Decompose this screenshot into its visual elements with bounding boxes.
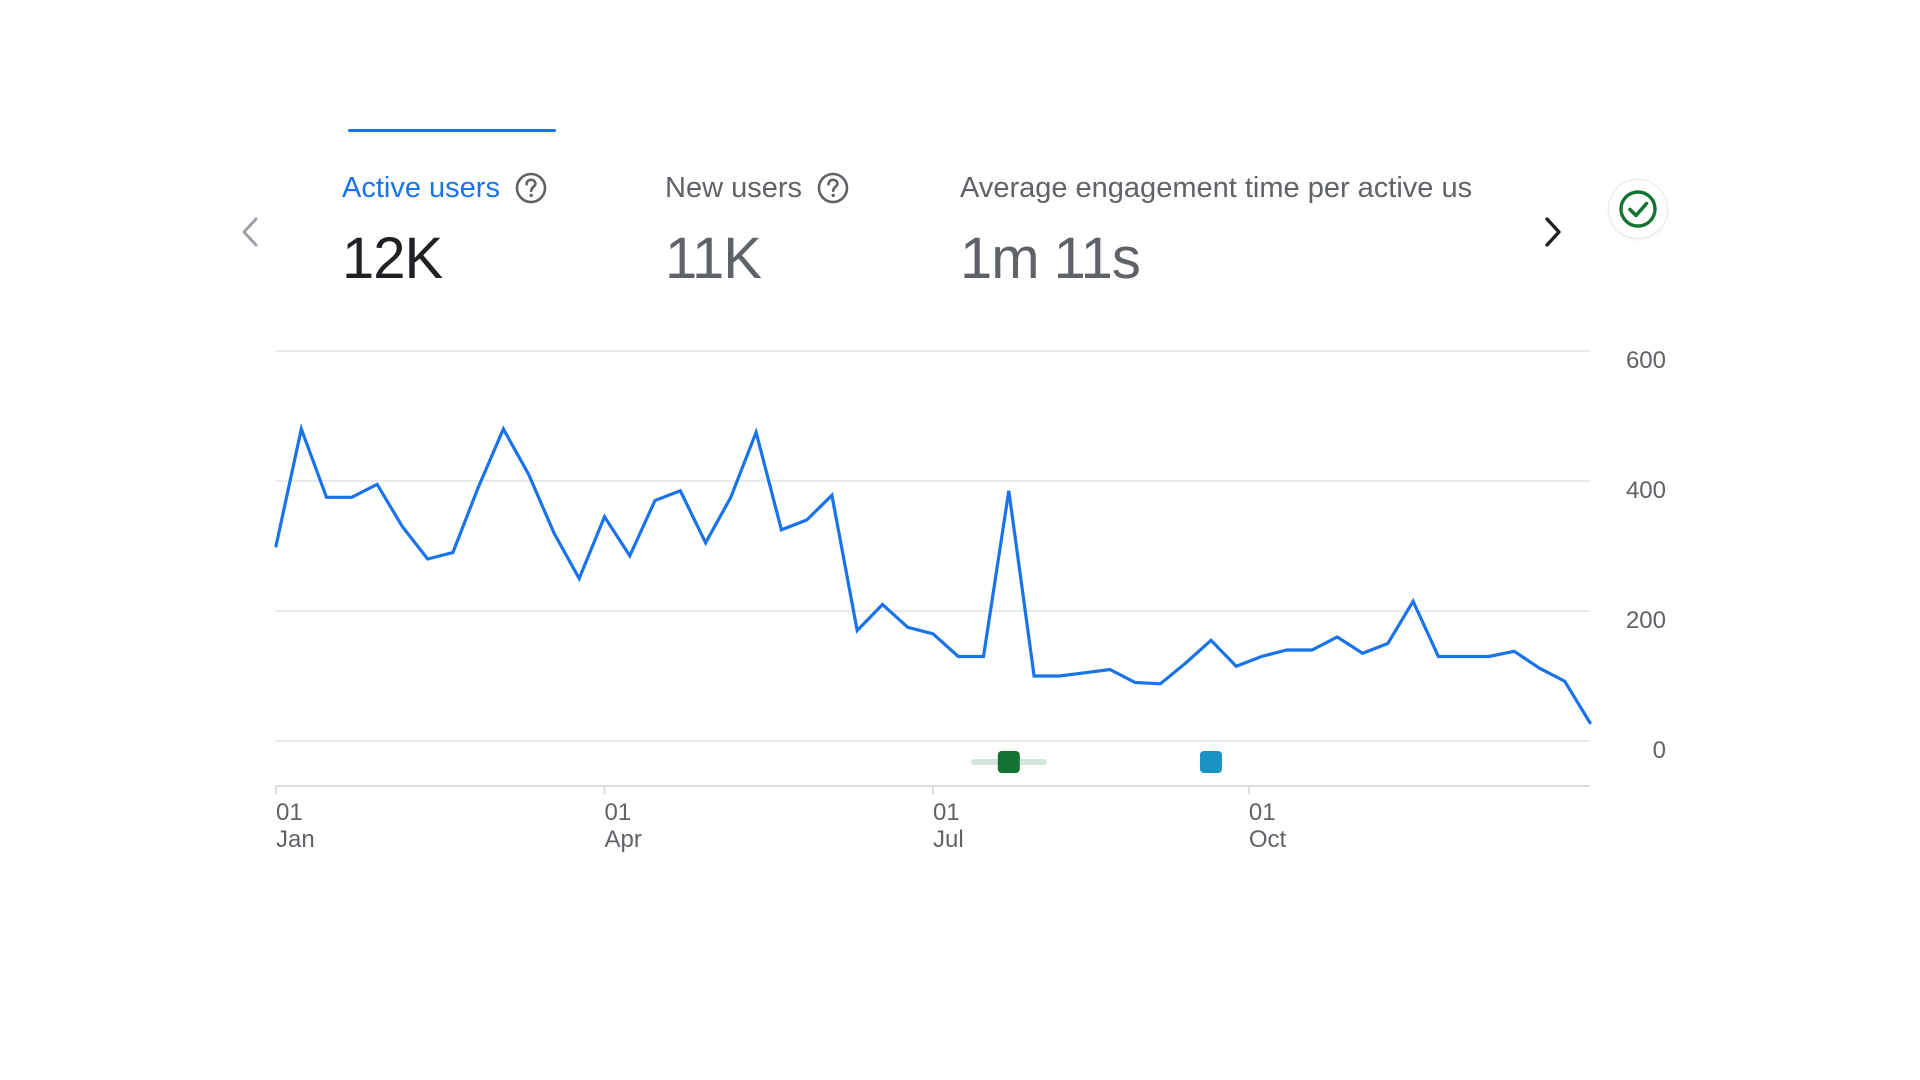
data-point	[1432, 651, 1444, 663]
data-point	[1256, 651, 1268, 663]
data-point	[1230, 660, 1242, 672]
metric-value: 11K	[665, 226, 762, 291]
metric-label: Active users	[342, 171, 500, 204]
data-point	[548, 527, 560, 539]
y-tick-label: 600	[1626, 347, 1666, 374]
data-point	[952, 651, 964, 663]
x-tick-label-month: Apr	[605, 826, 642, 853]
data-point	[1533, 662, 1545, 674]
x-tick-label-month: Oct	[1249, 826, 1287, 853]
y-tick-label: 400	[1626, 477, 1666, 504]
data-point	[523, 469, 535, 481]
metric-value: 12K	[342, 226, 443, 291]
data-point	[1331, 631, 1343, 643]
data-point	[1180, 657, 1192, 669]
data-point	[775, 524, 787, 536]
data-point	[270, 540, 282, 552]
data-point	[876, 599, 888, 611]
annotation-marker	[1199, 751, 1222, 773]
data-point	[1483, 651, 1495, 663]
data-point	[624, 550, 636, 562]
x-tick-label-day: 01	[1249, 799, 1276, 826]
data-point	[1584, 717, 1596, 729]
data-point	[1028, 670, 1040, 682]
data-point	[750, 426, 762, 438]
chevron-right-icon[interactable]	[1533, 208, 1573, 256]
active-tab-indicator	[348, 129, 556, 132]
data-point	[472, 482, 484, 494]
check-circle-icon[interactable]	[1609, 180, 1667, 238]
y-tick-label: 200	[1626, 607, 1666, 634]
data-point	[700, 537, 712, 549]
data-point	[851, 625, 863, 637]
help-circle-icon[interactable]	[816, 171, 850, 205]
y-tick-label: 0	[1653, 737, 1666, 764]
data-point	[346, 491, 358, 503]
data-point	[902, 621, 914, 633]
metric-tab-active-users[interactable]: Active users 12K	[342, 168, 548, 288]
data-point	[826, 489, 838, 501]
data-point	[1306, 644, 1318, 656]
metric-tab-new-users[interactable]: New users 11K	[665, 168, 850, 288]
metric-label: Average engagement time per active us	[960, 171, 1473, 204]
data-point	[1003, 485, 1015, 497]
x-tick-label-month: Jan	[276, 826, 315, 853]
data-point	[295, 423, 307, 435]
data-point	[599, 511, 611, 523]
data-point	[1382, 638, 1394, 650]
data-point	[1559, 675, 1571, 687]
active-users-series-line	[274, 423, 1592, 725]
data-point	[1154, 678, 1166, 690]
data-point	[1129, 677, 1141, 689]
data-point	[371, 478, 383, 490]
x-tick-label-day: 01	[605, 799, 632, 826]
metric-label: New users	[665, 171, 802, 204]
data-point	[725, 491, 737, 503]
x-tick-label-month: Jul	[933, 826, 964, 853]
data-point	[1357, 647, 1369, 659]
annotation-marker	[997, 751, 1020, 773]
data-point	[447, 547, 459, 559]
data-point	[649, 495, 661, 507]
data-point	[978, 651, 990, 663]
data-point	[1458, 651, 1470, 663]
data-point	[927, 628, 939, 640]
metric-value: 1m 11s	[960, 226, 1141, 288]
data-point	[674, 485, 686, 497]
data-point	[1079, 667, 1091, 679]
data-point	[396, 521, 408, 533]
data-point	[573, 573, 585, 585]
data-point	[1508, 645, 1520, 657]
data-point	[801, 514, 813, 526]
help-circle-icon[interactable]	[514, 171, 548, 205]
data-point	[321, 491, 333, 503]
x-tick-label-day: 01	[276, 799, 303, 826]
x-tick-label-day: 01	[933, 799, 960, 826]
metric-tab-average-engagement-time[interactable]: Average engagement time per active us 1m…	[960, 168, 1520, 288]
data-point	[1104, 664, 1116, 676]
data-point	[1205, 634, 1217, 646]
data-point	[497, 423, 509, 435]
chevron-left-icon[interactable]	[230, 208, 270, 256]
data-point	[422, 553, 434, 565]
data-point	[1407, 595, 1419, 607]
data-point	[1281, 644, 1293, 656]
data-point	[1053, 670, 1065, 682]
